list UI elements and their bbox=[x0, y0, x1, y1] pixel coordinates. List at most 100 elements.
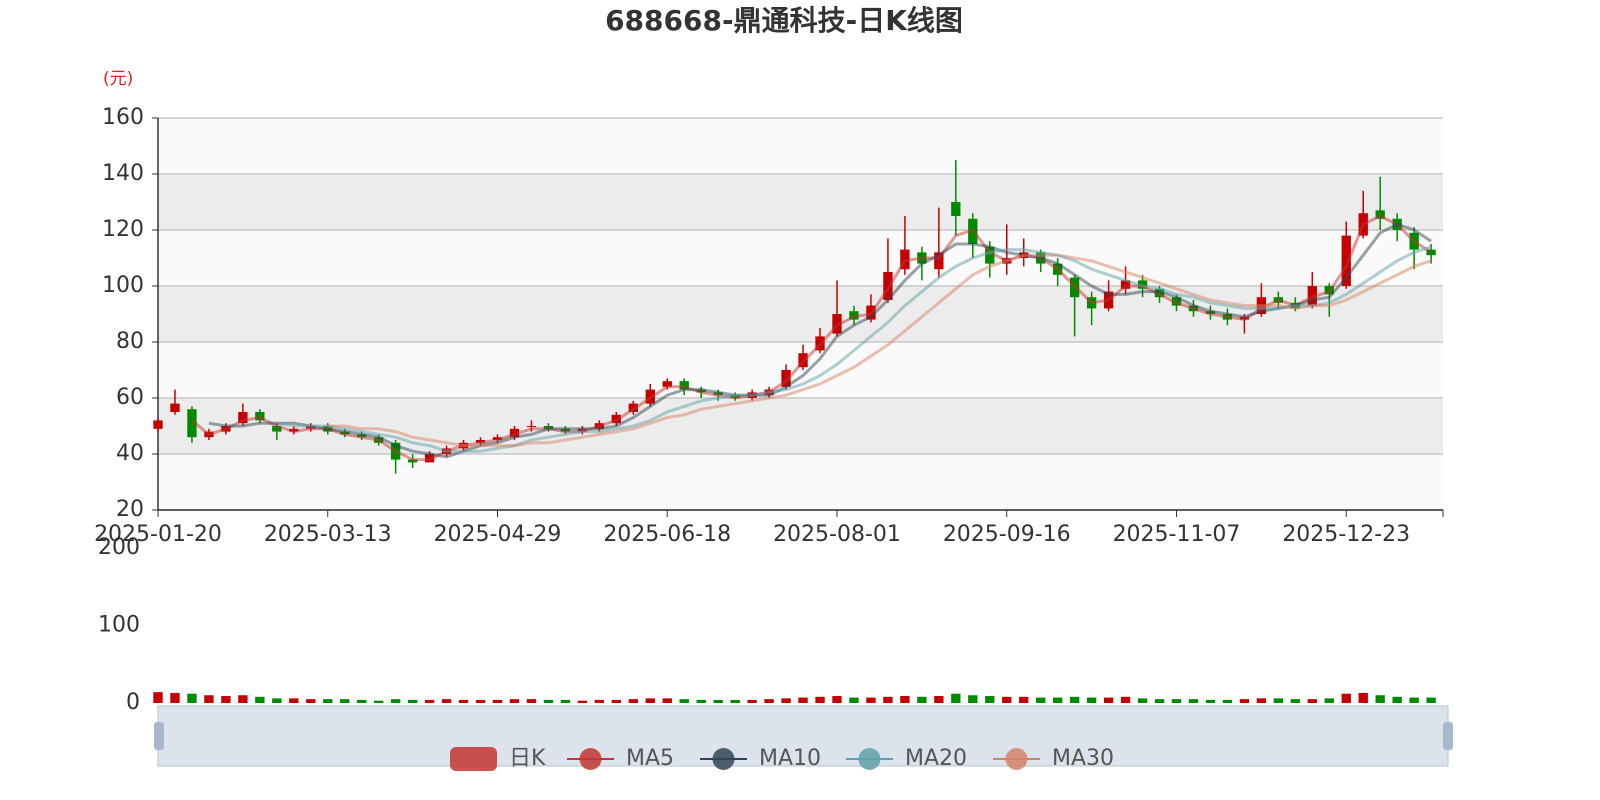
legend-icon bbox=[450, 747, 497, 771]
legend-item[interactable]: MA5 bbox=[567, 746, 674, 771]
volume-bar bbox=[815, 696, 825, 703]
candle-body bbox=[238, 412, 248, 424]
volume-bar bbox=[1341, 693, 1351, 703]
volume-bar bbox=[560, 699, 571, 703]
volume-bar bbox=[577, 700, 588, 703]
zoom-handle[interactable] bbox=[1443, 722, 1453, 750]
volume-bar bbox=[357, 699, 367, 703]
volume-bar bbox=[1137, 698, 1148, 703]
volume-bar bbox=[1239, 699, 1250, 703]
candle-body bbox=[662, 381, 672, 387]
volume-bar bbox=[1273, 698, 1284, 703]
volume-bar bbox=[1120, 696, 1131, 703]
candle-body bbox=[187, 409, 197, 438]
candle-body bbox=[985, 246, 995, 264]
volume-bar bbox=[509, 699, 520, 703]
volume-bar bbox=[272, 698, 282, 703]
x-tick-label: 2025-06-18 bbox=[603, 522, 731, 547]
candle-body bbox=[1426, 249, 1436, 256]
volume-bar bbox=[1002, 696, 1012, 703]
x-tick-label: 2025-01-20 bbox=[94, 522, 222, 547]
volume-bar bbox=[594, 699, 605, 703]
volume-bar bbox=[187, 693, 197, 703]
volume-bar bbox=[611, 699, 621, 703]
volume-bar bbox=[221, 696, 231, 703]
volume-bar bbox=[713, 699, 723, 703]
volume-bar bbox=[289, 698, 299, 703]
legend-label: MA10 bbox=[759, 746, 821, 771]
candle-body bbox=[153, 420, 163, 429]
data-zoom[interactable] bbox=[157, 705, 1449, 767]
volume-bar bbox=[883, 696, 893, 703]
volume-bar bbox=[475, 699, 486, 703]
legend-label: MA20 bbox=[905, 746, 967, 771]
grid-band bbox=[158, 118, 1443, 174]
candle-body bbox=[934, 252, 944, 270]
volume-bar bbox=[1053, 697, 1063, 703]
x-tick-label: 2025-09-16 bbox=[943, 522, 1071, 547]
legend-label: 日K bbox=[509, 746, 546, 771]
legend-label: MA30 bbox=[1052, 746, 1114, 771]
volume-bar bbox=[1019, 696, 1029, 703]
x-tick-label: 2025-03-13 bbox=[264, 522, 392, 547]
volume-bar bbox=[1222, 699, 1233, 703]
volume-bar bbox=[696, 699, 706, 703]
y-unit: (元) bbox=[103, 69, 133, 89]
volume-bar bbox=[832, 696, 842, 703]
volume-bar bbox=[441, 699, 452, 703]
volume-bar bbox=[424, 699, 435, 703]
legend-item[interactable]: MA20 bbox=[846, 746, 967, 771]
legend-item[interactable]: MA10 bbox=[700, 746, 821, 771]
x-tick-label: 2025-04-29 bbox=[434, 522, 562, 547]
volume-bar bbox=[492, 699, 503, 703]
ma-line bbox=[208, 222, 1432, 459]
legend-item[interactable]: 日K bbox=[450, 746, 546, 771]
y-tick-label: 160 bbox=[102, 105, 144, 130]
volume-bar bbox=[340, 699, 350, 703]
x-tick-label: 2025-11-07 bbox=[1113, 522, 1241, 547]
volume-bar bbox=[849, 697, 859, 703]
chart-title: 688668-鼎通科技-日K线图 bbox=[605, 4, 963, 37]
grid-band bbox=[158, 174, 1443, 230]
legend-label: MA5 bbox=[626, 746, 674, 771]
candle-body bbox=[1341, 235, 1351, 286]
volume-bar bbox=[306, 699, 316, 703]
ma-line bbox=[190, 214, 1432, 462]
legend-icon bbox=[858, 748, 881, 770]
y-tick-label: 120 bbox=[102, 217, 144, 242]
zoom-handle[interactable] bbox=[154, 722, 164, 750]
volume-bar bbox=[1290, 699, 1300, 703]
volume-bar bbox=[1205, 699, 1216, 703]
volume-tick-label: 200 bbox=[98, 535, 140, 560]
grid-band bbox=[158, 342, 1443, 398]
volume-bar bbox=[390, 699, 401, 703]
candle-body bbox=[170, 403, 180, 412]
volume-bar bbox=[1358, 692, 1368, 703]
volume-bar bbox=[374, 700, 384, 703]
volume-bar bbox=[628, 699, 638, 703]
volume-bar bbox=[1375, 695, 1385, 703]
volume-bar bbox=[968, 695, 978, 703]
volume-bar bbox=[153, 692, 163, 703]
volume-bar bbox=[917, 696, 927, 703]
volume-bar bbox=[985, 696, 995, 703]
volume-bar bbox=[543, 699, 554, 703]
volume-bar bbox=[1409, 697, 1419, 703]
volume-bar bbox=[1086, 697, 1097, 703]
ma-line bbox=[276, 245, 1432, 453]
volume-bar bbox=[934, 696, 944, 703]
volume-bar bbox=[662, 698, 672, 703]
candle-body bbox=[781, 370, 791, 387]
volume-bar bbox=[764, 699, 774, 703]
volume-bar bbox=[900, 696, 910, 703]
ma-line bbox=[327, 253, 1432, 448]
legend-icon bbox=[712, 748, 735, 770]
volume-bar bbox=[526, 699, 537, 703]
volume-bar bbox=[1188, 699, 1199, 703]
volume-bar bbox=[798, 697, 808, 703]
grid-band bbox=[158, 454, 1443, 510]
volume-bar bbox=[679, 699, 689, 703]
volume-bar bbox=[1069, 696, 1080, 703]
volume-bar bbox=[458, 699, 469, 703]
legend-item[interactable]: MA30 bbox=[993, 746, 1114, 771]
